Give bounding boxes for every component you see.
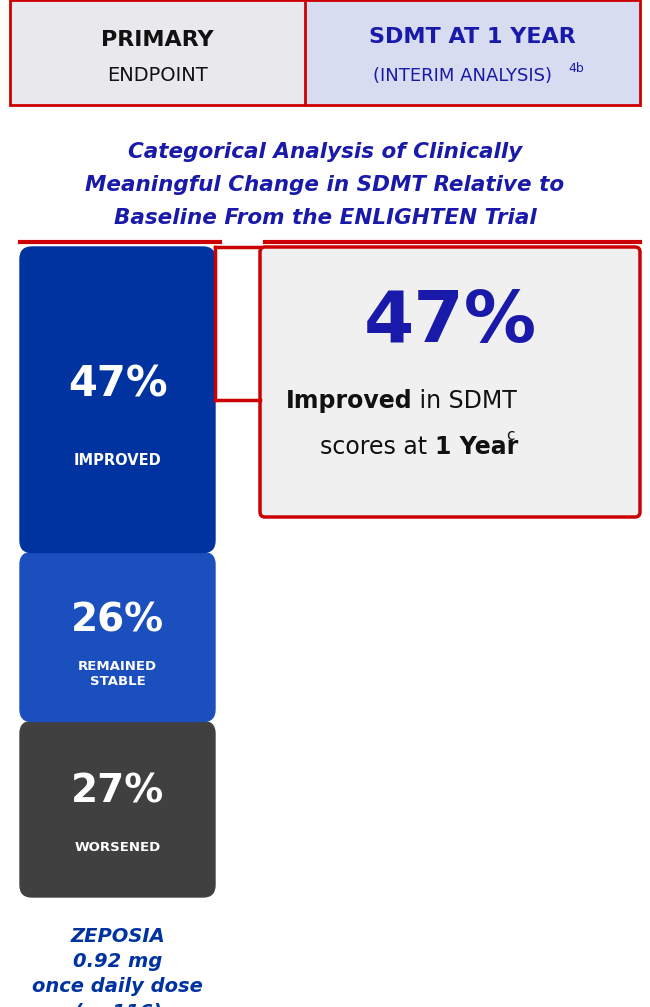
Text: REMAINED
STABLE: REMAINED STABLE <box>78 661 157 688</box>
FancyBboxPatch shape <box>305 0 640 105</box>
Text: Improved: Improved <box>285 389 412 413</box>
Text: ENDPOINT: ENDPOINT <box>107 66 208 86</box>
FancyBboxPatch shape <box>20 553 215 721</box>
Text: (INTERIM ANALYSIS): (INTERIM ANALYSIS) <box>373 66 552 85</box>
FancyBboxPatch shape <box>20 247 215 553</box>
Bar <box>10 0 640 105</box>
FancyBboxPatch shape <box>260 247 640 517</box>
Text: Meaningful Change in SDMT Relative to: Meaningful Change in SDMT Relative to <box>85 175 565 195</box>
Text: 26%: 26% <box>71 601 164 639</box>
Text: scores at: scores at <box>320 435 435 459</box>
Text: 47%: 47% <box>363 288 536 357</box>
Text: SDMT AT 1 YEAR: SDMT AT 1 YEAR <box>369 27 576 46</box>
FancyBboxPatch shape <box>10 0 305 105</box>
Text: ZEPOSIA
0.92 mg
once daily dose
(n=116): ZEPOSIA 0.92 mg once daily dose (n=116) <box>32 927 203 1007</box>
Text: 47%: 47% <box>68 364 167 406</box>
FancyBboxPatch shape <box>20 721 215 897</box>
Text: c: c <box>506 429 515 443</box>
Text: 4b: 4b <box>569 61 584 75</box>
Text: PRIMARY: PRIMARY <box>101 30 214 50</box>
Text: Baseline From the ENLIGHTEN Trial: Baseline From the ENLIGHTEN Trial <box>114 208 536 228</box>
Text: 1 Year: 1 Year <box>435 435 518 459</box>
Text: IMPROVED: IMPROVED <box>73 453 161 468</box>
Text: 27%: 27% <box>71 772 164 811</box>
Text: Categorical Analysis of Clinically: Categorical Analysis of Clinically <box>128 142 522 162</box>
Text: WORSENED: WORSENED <box>74 842 161 854</box>
Text: in SDMT: in SDMT <box>412 389 517 413</box>
